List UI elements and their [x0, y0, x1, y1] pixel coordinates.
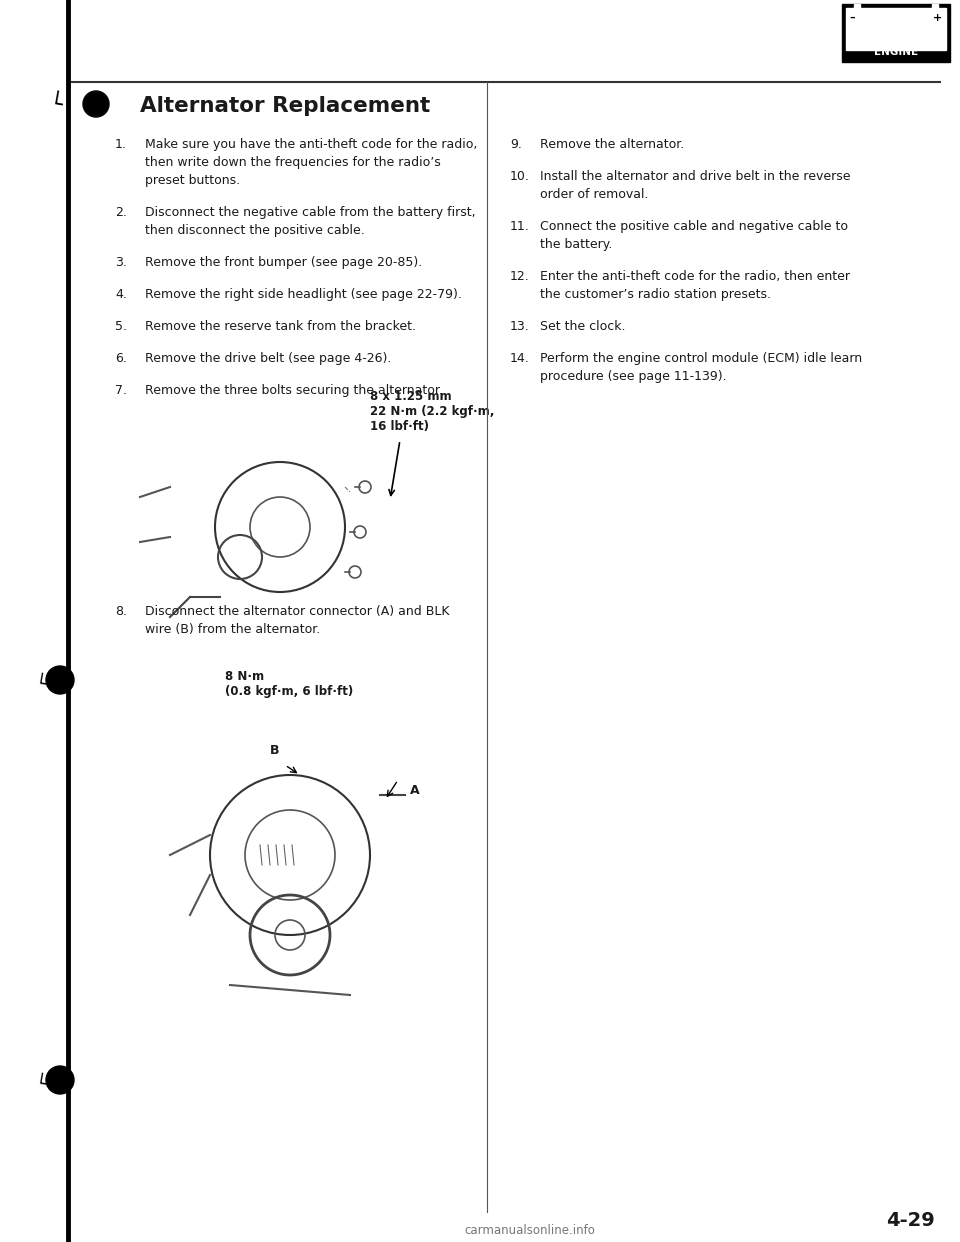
- Text: 14.: 14.: [510, 351, 530, 365]
- Text: preset buttons.: preset buttons.: [145, 174, 240, 188]
- Text: Alternator Replacement: Alternator Replacement: [140, 96, 430, 116]
- Text: Enter the anti-theft code for the radio, then enter: Enter the anti-theft code for the radio,…: [540, 270, 850, 283]
- Text: 1.: 1.: [115, 138, 127, 152]
- Text: Disconnect the negative cable from the battery first,: Disconnect the negative cable from the b…: [145, 206, 475, 219]
- Text: the customer’s radio station presets.: the customer’s radio station presets.: [540, 288, 771, 301]
- Text: Remove the front bumper (see page 20-85).: Remove the front bumper (see page 20-85)…: [145, 256, 422, 270]
- Text: 4-29: 4-29: [886, 1211, 935, 1230]
- Text: 9.: 9.: [510, 138, 522, 152]
- Text: 13.: 13.: [510, 320, 530, 333]
- Text: 2.: 2.: [115, 206, 127, 219]
- Text: procedure (see page 11-139).: procedure (see page 11-139).: [540, 370, 727, 383]
- Text: wire (B) from the alternator.: wire (B) from the alternator.: [145, 623, 321, 636]
- Circle shape: [46, 1066, 74, 1094]
- Text: 12.: 12.: [510, 270, 530, 283]
- Text: then write down the frequencies for the radio’s: then write down the frequencies for the …: [145, 156, 441, 169]
- Text: –: –: [850, 12, 854, 24]
- FancyBboxPatch shape: [932, 4, 938, 9]
- Text: 3.: 3.: [115, 256, 127, 270]
- Circle shape: [83, 91, 109, 117]
- Text: Remove the right side headlight (see page 22-79).: Remove the right side headlight (see pag…: [145, 288, 462, 301]
- Text: Disconnect the alternator connector (A) and BLK: Disconnect the alternator connector (A) …: [145, 605, 449, 619]
- Text: 6.: 6.: [115, 351, 127, 365]
- Text: ENGINE: ENGINE: [874, 47, 918, 57]
- Text: └: └: [47, 94, 63, 117]
- Text: B: B: [270, 744, 279, 756]
- Text: └: └: [33, 1076, 47, 1094]
- Text: Remove the reserve tank from the bracket.: Remove the reserve tank from the bracket…: [145, 320, 416, 333]
- Circle shape: [46, 666, 74, 694]
- Text: 8 N·m
(0.8 kgf·m, 6 lbf·ft): 8 N·m (0.8 kgf·m, 6 lbf·ft): [225, 669, 353, 698]
- Text: the battery.: the battery.: [540, 238, 612, 251]
- Text: 8.: 8.: [115, 605, 127, 619]
- Text: +: +: [933, 12, 943, 24]
- Text: 4.: 4.: [115, 288, 127, 301]
- FancyBboxPatch shape: [854, 4, 860, 9]
- Text: └: └: [33, 676, 47, 694]
- Text: Set the clock.: Set the clock.: [540, 320, 626, 333]
- Text: Connect the positive cable and negative cable to: Connect the positive cable and negative …: [540, 220, 848, 233]
- Text: 11.: 11.: [510, 220, 530, 233]
- Text: 7.: 7.: [115, 384, 127, 397]
- Text: Remove the alternator.: Remove the alternator.: [540, 138, 684, 152]
- Text: Remove the three bolts securing the alternator.: Remove the three bolts securing the alte…: [145, 384, 443, 397]
- Text: Perform the engine control module (ECM) idle learn: Perform the engine control module (ECM) …: [540, 351, 862, 365]
- Text: order of removal.: order of removal.: [540, 188, 649, 201]
- Text: Install the alternator and drive belt in the reverse: Install the alternator and drive belt in…: [540, 170, 851, 183]
- Text: A: A: [410, 784, 420, 796]
- Text: 8 x 1.25 mm
22 N·m (2.2 kgf·m,
16 lbf·ft): 8 x 1.25 mm 22 N·m (2.2 kgf·m, 16 lbf·ft…: [370, 390, 494, 433]
- Text: Remove the drive belt (see page 4-26).: Remove the drive belt (see page 4-26).: [145, 351, 392, 365]
- Text: 5.: 5.: [115, 320, 127, 333]
- Text: Make sure you have the anti-theft code for the radio,: Make sure you have the anti-theft code f…: [145, 138, 477, 152]
- FancyBboxPatch shape: [842, 4, 950, 62]
- Text: 10.: 10.: [510, 170, 530, 183]
- Text: carmanualsonline.info: carmanualsonline.info: [465, 1223, 595, 1237]
- Text: then disconnect the positive cable.: then disconnect the positive cable.: [145, 224, 365, 237]
- FancyBboxPatch shape: [846, 7, 946, 50]
